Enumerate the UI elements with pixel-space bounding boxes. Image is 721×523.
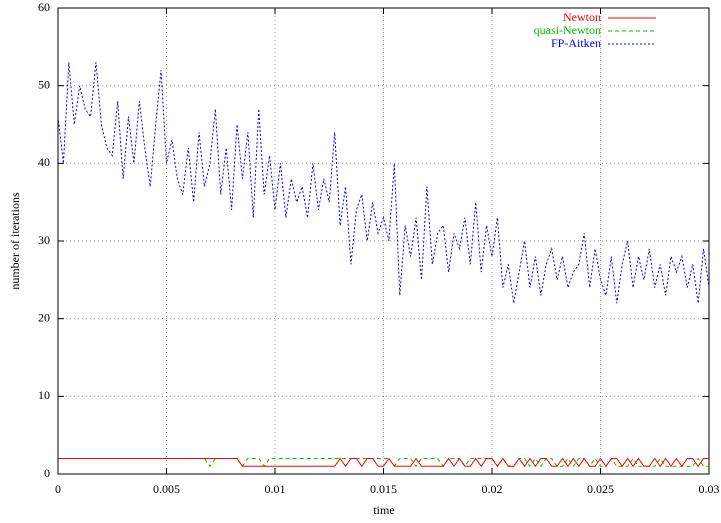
- y-tick-label: 40: [38, 155, 50, 169]
- y-axis-label: number of iterations: [8, 192, 22, 290]
- x-tick-label: 0.025: [587, 482, 614, 496]
- y-tick-label: 10: [38, 388, 50, 402]
- y-tick-label: 60: [38, 0, 50, 14]
- legend-label: FP-Aitken: [551, 36, 601, 50]
- series-line: [57, 62, 710, 304]
- x-tick-label: 0.015: [370, 482, 397, 496]
- y-tick-label: 50: [38, 77, 50, 91]
- x-tick-label: 0.03: [699, 482, 720, 496]
- x-tick-label: 0.005: [153, 482, 180, 496]
- x-axis-label: time: [373, 503, 394, 517]
- legend-label: quasi-Newton: [534, 23, 601, 37]
- x-tick-label: 0.02: [482, 482, 503, 496]
- y-tick-label: 30: [38, 233, 50, 247]
- y-tick-label: 20: [38, 310, 50, 324]
- x-tick-label: 0: [55, 482, 61, 496]
- legend-label: Newton: [563, 10, 601, 24]
- plot-border: [57, 7, 710, 475]
- series-line: [58, 457, 709, 468]
- series-line: [58, 457, 709, 468]
- y-tick-label: 0: [44, 466, 50, 480]
- x-tick-label: 0.01: [265, 482, 286, 496]
